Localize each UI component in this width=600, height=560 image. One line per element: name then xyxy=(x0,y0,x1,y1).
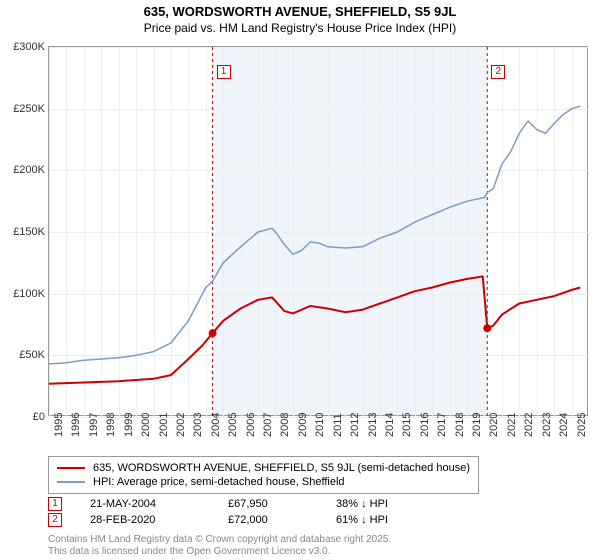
x-tick-label: 2022 xyxy=(523,413,535,437)
event-price: £67,950 xyxy=(228,498,308,510)
legend-swatch xyxy=(57,481,85,483)
legend: 635, WORDSWORTH AVENUE, SHEFFIELD, S5 9J… xyxy=(48,456,479,494)
event-marker-icon: 2 xyxy=(48,513,62,527)
x-tick-label: 2002 xyxy=(175,413,187,437)
x-tick-label: 1995 xyxy=(53,413,65,437)
x-tick-label: 2024 xyxy=(558,413,570,437)
y-tick-label: £150K xyxy=(3,226,45,238)
legend-label: HPI: Average price, semi-detached house,… xyxy=(93,476,345,488)
event-date: 28-FEB-2020 xyxy=(90,514,200,526)
x-tick-label: 1996 xyxy=(70,413,82,437)
event-marker-1: 1 xyxy=(217,65,231,79)
x-tick-label: 2021 xyxy=(506,413,518,437)
x-tick-label: 2009 xyxy=(297,413,309,437)
x-tick-label: 2001 xyxy=(158,413,170,437)
x-tick-label: 2007 xyxy=(262,413,274,437)
footer-line-2: This data is licensed under the Open Gov… xyxy=(48,546,391,558)
event-price: £72,000 xyxy=(228,514,308,526)
legend-row: 635, WORDSWORTH AVENUE, SHEFFIELD, S5 9J… xyxy=(57,461,470,475)
x-tick-label: 2012 xyxy=(349,413,361,437)
footer: Contains HM Land Registry data © Crown c… xyxy=(48,534,391,558)
x-tick-label: 2000 xyxy=(140,413,152,437)
x-tick-label: 2025 xyxy=(576,413,588,437)
y-tick-label: £300K xyxy=(3,41,45,53)
x-tick-label: 1997 xyxy=(88,413,100,437)
event-marker-2: 2 xyxy=(491,65,505,79)
event-date: 21-MAY-2004 xyxy=(90,498,200,510)
chart-subtitle: Price paid vs. HM Land Registry's House … xyxy=(0,19,600,41)
x-tick-label: 2008 xyxy=(279,413,291,437)
y-tick-label: £250K xyxy=(3,103,45,115)
x-tick-label: 2016 xyxy=(419,413,431,437)
event-table: 1 21-MAY-2004 £67,950 38% ↓ HPI 2 28-FEB-2020… xyxy=(48,496,388,528)
x-tick-label: 2014 xyxy=(384,413,396,437)
legend-swatch xyxy=(57,467,85,469)
event-marker-icon: 1 xyxy=(48,497,62,511)
x-tick-label: 2018 xyxy=(454,413,466,437)
x-tick-label: 1998 xyxy=(105,413,117,437)
footer-line-1: Contains HM Land Registry data © Crown c… xyxy=(48,534,391,546)
x-tick-label: 2013 xyxy=(367,413,379,437)
chart-area: £0£50K£100K£150K£200K£250K£300K 19951996… xyxy=(48,46,588,416)
x-tick-label: 1999 xyxy=(123,413,135,437)
x-tick-label: 2019 xyxy=(471,413,483,437)
x-tick-label: 2005 xyxy=(227,413,239,437)
event-vs-hpi: 38% ↓ HPI xyxy=(336,498,388,510)
y-tick-label: £200K xyxy=(3,164,45,176)
x-tick-label: 2015 xyxy=(401,413,413,437)
legend-row: HPI: Average price, semi-detached house,… xyxy=(57,475,470,489)
x-tick-label: 2004 xyxy=(210,413,222,437)
event-row: 1 21-MAY-2004 £67,950 38% ↓ HPI xyxy=(48,496,388,512)
x-tick-label: 2006 xyxy=(245,413,257,437)
legend-label: 635, WORDSWORTH AVENUE, SHEFFIELD, S5 9J… xyxy=(93,462,470,474)
x-tick-label: 2023 xyxy=(541,413,553,437)
y-tick-label: £50K xyxy=(3,349,45,361)
event-vs-hpi: 61% ↓ HPI xyxy=(336,514,388,526)
plot-svg xyxy=(49,47,589,417)
x-tick-label: 2011 xyxy=(332,413,344,437)
event-row: 2 28-FEB-2020 £72,000 61% ↓ HPI xyxy=(48,512,388,528)
x-tick-label: 2003 xyxy=(192,413,204,437)
chart-title: 635, WORDSWORTH AVENUE, SHEFFIELD, S5 9J… xyxy=(0,0,600,19)
x-tick-label: 2017 xyxy=(436,413,448,437)
y-tick-label: £100K xyxy=(3,288,45,300)
x-tick-label: 2020 xyxy=(488,413,500,437)
y-tick-label: £0 xyxy=(3,411,45,423)
x-tick-label: 2010 xyxy=(314,413,326,437)
